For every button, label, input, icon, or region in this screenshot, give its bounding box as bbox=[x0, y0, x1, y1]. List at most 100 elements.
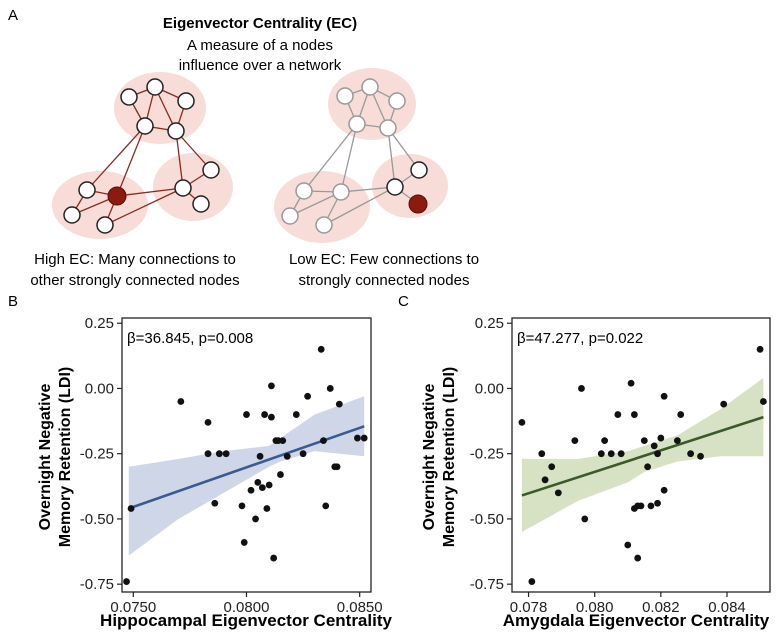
panel-b-y-tick-label: 0.00 bbox=[85, 380, 114, 397]
panel-c-y-tick-label: 0.25 bbox=[475, 315, 504, 332]
panel-b-data-point bbox=[222, 450, 230, 458]
cluster-right bbox=[153, 153, 233, 221]
panel-c-data-point bbox=[660, 486, 668, 494]
scatter-plot-b: 0.25 0.00 -0.25 -0.50 -0.75 0.0750 0.0800 0.085… bbox=[80, 315, 383, 616]
panel-c-data-point bbox=[657, 434, 665, 442]
panel-c-xlabel: Amygdala Eigenvector Centrality bbox=[503, 611, 770, 630]
high-ec-caption-1: High EC: Many connections to bbox=[34, 251, 236, 268]
panel-b-data-point bbox=[335, 400, 343, 408]
panel-b-y-tick-label: -0.75 bbox=[80, 576, 114, 593]
panel-b-data-point bbox=[265, 481, 273, 489]
panel-b-data-point bbox=[258, 484, 266, 492]
panel-c-data-point bbox=[673, 437, 681, 445]
panel-c-data-point bbox=[601, 437, 609, 445]
panel-b-data-point bbox=[127, 505, 135, 512]
panel-b-data-point bbox=[354, 434, 361, 442]
panel-b-data-point bbox=[252, 515, 259, 523]
panel-b-x-tick-label: 0.0800 bbox=[224, 599, 270, 616]
panel-c-data-point bbox=[617, 450, 625, 458]
panel-b-data-point bbox=[204, 418, 212, 426]
low-ec-highlight-node bbox=[408, 194, 428, 214]
panel-c-data-point bbox=[518, 418, 526, 426]
panel-b-annotation: β=36.845, p=0.008 bbox=[127, 330, 253, 347]
panel-c: C 0.25 0.00 -0.25 -0.50 -0.75 0.078 0.080 0.082… bbox=[398, 293, 771, 630]
panel-c-data-point bbox=[637, 502, 645, 510]
panel-c-data-point bbox=[597, 450, 605, 458]
panel-b-y-tick-label: -0.50 bbox=[80, 511, 114, 528]
panel-b-data-point bbox=[283, 452, 291, 460]
panel-c-x-tick-label: 0.084 bbox=[708, 599, 746, 616]
panel-b-data-point bbox=[263, 505, 271, 512]
panel-c-data-point bbox=[660, 392, 668, 400]
panel-b-data-point bbox=[299, 450, 307, 458]
panel-b: B 0.25 0.00 -0.25 -0.50 -0.75 0.0750 0.0800 0.0… bbox=[8, 293, 392, 630]
cluster-right bbox=[372, 154, 448, 218]
panel-c-regression-line bbox=[521, 415, 764, 497]
panel-c-data-point bbox=[720, 400, 728, 408]
panel-b-data-point bbox=[270, 554, 278, 562]
panel-c-data-point bbox=[697, 452, 704, 460]
panel-c-y-tick-label: -0.50 bbox=[470, 511, 504, 528]
panel-a-subtitle-1: A measure of a nodes bbox=[187, 37, 333, 54]
high-ec-network bbox=[52, 72, 233, 239]
scatter-plot-c: 0.25 0.00 -0.25 -0.50 -0.75 0.078 0.080 0.082 0.… bbox=[470, 315, 771, 616]
panel-a-subtitle-2: influence over a network bbox=[179, 57, 342, 74]
panel-b-data-point bbox=[204, 450, 212, 458]
panel-c-data-point bbox=[687, 450, 695, 458]
panel-b-data-point bbox=[243, 411, 250, 418]
panel-c-x-tick-label: 0.080 bbox=[576, 599, 614, 616]
low-ec-caption-1: Low EC: Few connections to bbox=[289, 251, 479, 268]
panel-b-confidence-band bbox=[128, 396, 365, 556]
panel-c-data-point bbox=[548, 463, 556, 471]
panel-a: A Eigenvector Centrality (EC) A measure … bbox=[8, 7, 479, 289]
panel-c-x-tick-label: 0.078 bbox=[510, 599, 548, 616]
panel-b-data-point bbox=[326, 385, 334, 392]
panel-c-data-point bbox=[634, 554, 642, 562]
panel-c-data-point bbox=[541, 476, 549, 484]
panel-c-annotation: β=47.277, p=0.022 bbox=[517, 330, 643, 347]
panel-c-data-point bbox=[624, 541, 632, 549]
panel-b-data-point bbox=[240, 539, 248, 546]
panel-c-data-point bbox=[677, 411, 685, 418]
low-ec-caption-2: strongly connected nodes bbox=[299, 272, 470, 289]
panel-c-data-point bbox=[578, 385, 585, 392]
panel-c-data-point bbox=[607, 450, 615, 458]
panel-c-data-point bbox=[528, 578, 536, 585]
panel-b-data-point bbox=[292, 411, 300, 418]
panel-b-data-point bbox=[304, 392, 312, 400]
panel-b-data-point bbox=[247, 486, 255, 494]
panel-c-ylabel-1: Overnight Negative bbox=[421, 384, 438, 531]
panel-c-data-point bbox=[650, 442, 658, 450]
panel-c-data-point bbox=[759, 398, 767, 405]
panel-b-data-point bbox=[238, 502, 246, 510]
panel-b-data-point bbox=[256, 452, 264, 460]
panel-b-data-point bbox=[123, 578, 130, 585]
high-ec-highlight-node bbox=[107, 186, 127, 206]
panel-b-data-point bbox=[279, 437, 287, 445]
panel-b-ylabel-2: Memory Retention (LDI) bbox=[57, 367, 74, 547]
panel-c-data-point bbox=[647, 502, 655, 510]
panel-b-xlabel: Hippocampal Eigenvector Centrality bbox=[100, 611, 392, 630]
panel-c-y-tick-label: -0.75 bbox=[470, 576, 504, 593]
panel-b-data-point bbox=[268, 382, 275, 390]
panel-c-ylabel-2: Memory Retention (LDI) bbox=[441, 367, 458, 547]
panel-b-data-point bbox=[254, 479, 262, 486]
panel-b-ylabel-1: Overnight Negative bbox=[37, 384, 54, 531]
panel-c-plot-frame bbox=[511, 317, 771, 593]
panel-b-data-point bbox=[215, 450, 223, 458]
panel-b-x-tick-label: 0.0850 bbox=[337, 599, 383, 616]
panel-c-y-tick-label: -0.25 bbox=[470, 446, 504, 463]
panel-c-data-point bbox=[654, 499, 661, 507]
panel-b-data-point bbox=[261, 411, 269, 418]
panel-b-data-point bbox=[317, 345, 325, 353]
panel-b-data-point bbox=[211, 499, 219, 507]
panel-b-data-point bbox=[177, 398, 185, 405]
panel-c-data-point bbox=[571, 437, 579, 445]
panel-c-letter: C bbox=[398, 293, 409, 310]
panel-b-data-point bbox=[268, 413, 275, 421]
panel-c-data-point bbox=[654, 450, 661, 458]
panel-c-data-point bbox=[581, 515, 589, 523]
panel-c-data-point bbox=[614, 411, 622, 418]
low-ec-network bbox=[274, 68, 448, 243]
